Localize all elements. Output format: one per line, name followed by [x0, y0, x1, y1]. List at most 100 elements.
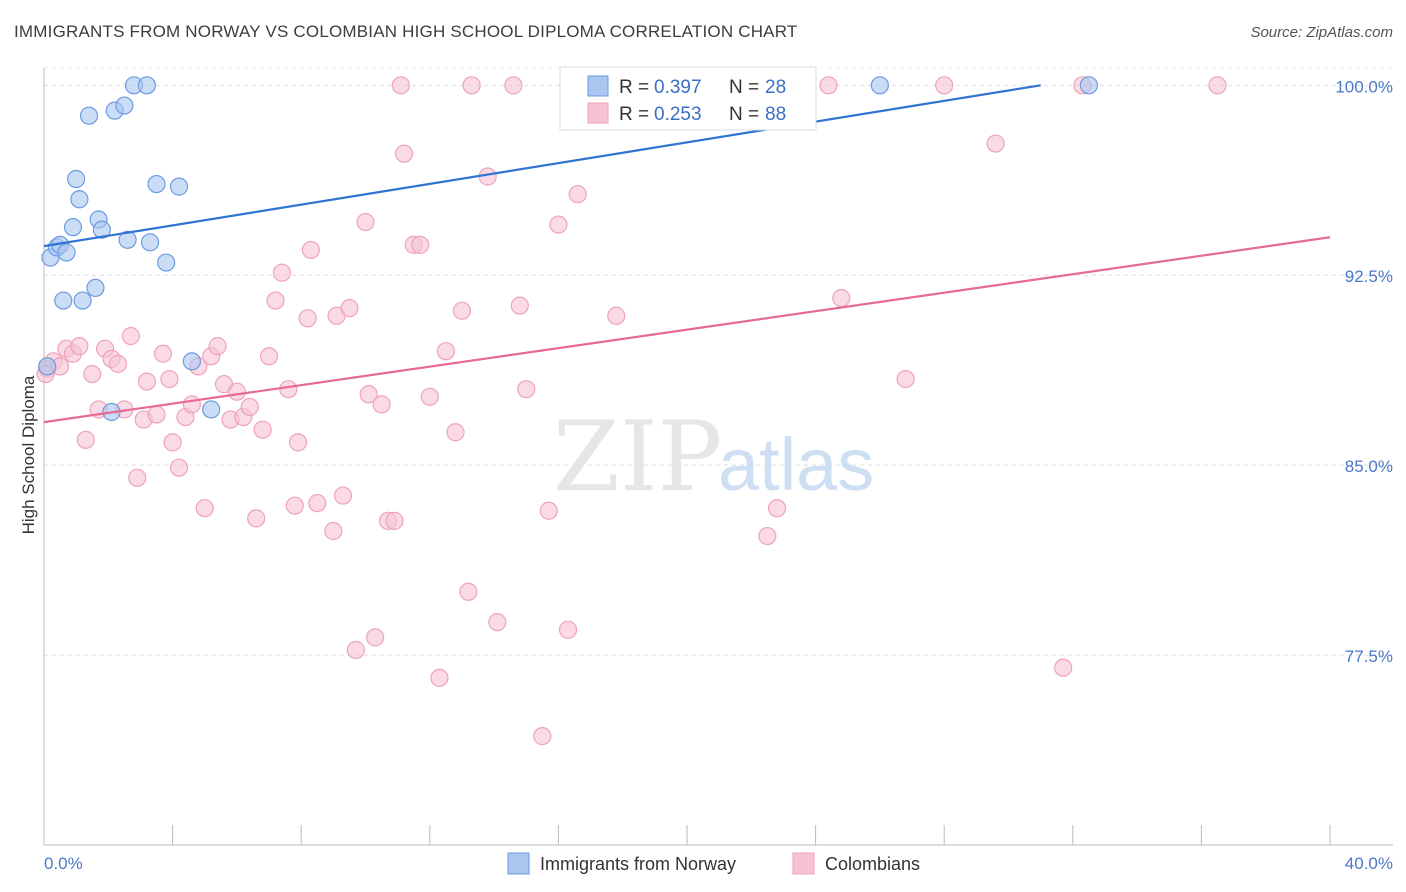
legend-r-value-norway: 0.397	[654, 77, 702, 98]
colombian-point	[819, 76, 838, 95]
colombian-point	[366, 628, 385, 647]
norway-point	[137, 76, 156, 95]
colombian-point	[108, 354, 128, 373]
norway-point	[140, 233, 160, 252]
norway-point	[118, 230, 137, 249]
colombian-point	[153, 344, 173, 363]
legend-swatch-norway	[587, 75, 609, 97]
colombian-point	[285, 496, 304, 515]
legend-swatch-colombian	[587, 102, 609, 124]
colombian-point	[169, 458, 189, 477]
source-credit: Source: ZipAtlas.com	[1250, 24, 1393, 41]
legend-r-value-colombian: 0.253	[654, 104, 702, 125]
norway-point	[157, 253, 176, 272]
colombian-point	[346, 640, 365, 660]
colombian-point	[758, 526, 777, 546]
colombian-point	[298, 309, 317, 328]
legend-n-value-colombian: 88	[765, 104, 786, 125]
norway-trend-line	[43, 84, 1041, 248]
colombian-point	[208, 337, 227, 356]
bottom-legend-swatch-colombian	[792, 852, 815, 875]
norway-point	[202, 400, 221, 419]
colombian-point	[333, 486, 353, 505]
x-tick-label-max: 40.0%	[1345, 854, 1393, 873]
y-axis-label: High School Diploma	[19, 375, 38, 534]
colombian-point	[121, 326, 140, 346]
colombian-point	[411, 235, 430, 254]
colombian-point	[767, 499, 787, 518]
legend-n-value-norway: 28	[765, 77, 786, 98]
legend-n-label-colombian: N =	[729, 104, 759, 125]
bottom-legend-swatch-norway	[507, 852, 530, 875]
norway-point	[70, 190, 89, 209]
bottom-legend-colombian: Colombians	[825, 854, 920, 874]
y-tick-label: 100.0%	[1335, 77, 1393, 96]
colombian-point	[533, 727, 552, 746]
legend-r-label-colombian: R =	[619, 104, 649, 125]
axis-layer: 77.5% 85.0% 92.5% 100.0%	[43, 68, 1393, 846]
colombian-point	[558, 620, 578, 639]
colombian-trend-line	[43, 236, 1331, 424]
trend-layer	[43, 84, 1331, 424]
colombian-point	[986, 134, 1005, 153]
chart-title: IMMIGRANTS FROM NORWAY VS COLOMBIAN HIGH…	[14, 22, 798, 41]
y-tick-label: 85.0%	[1345, 457, 1393, 476]
norway-point	[169, 177, 189, 196]
colombian-point	[539, 501, 558, 520]
norway-point	[92, 220, 111, 239]
colombian-point	[896, 369, 915, 389]
colombian-points	[36, 76, 1227, 746]
correlation-legend: R = 0.397 N = 28 R = 0.253 N = 88	[559, 66, 817, 131]
colombian-point	[446, 423, 465, 442]
colombian-point	[568, 185, 587, 204]
colombian-point	[76, 430, 95, 449]
colombian-point	[504, 76, 523, 95]
colombian-point	[324, 521, 343, 541]
colombian-point	[1054, 658, 1073, 677]
norway-point	[67, 169, 86, 189]
watermark-atlas: atlas	[718, 423, 874, 506]
colombian-point	[288, 433, 308, 452]
norway-point	[870, 76, 890, 95]
norway-point	[1079, 76, 1098, 95]
norway-point	[63, 218, 83, 237]
colombian-point	[340, 299, 359, 318]
grid-layer	[44, 66, 1393, 656]
colombian-point	[459, 582, 478, 601]
norway-point	[86, 278, 105, 298]
colombian-point	[462, 76, 481, 95]
colombian-point	[935, 76, 954, 95]
colombian-point	[452, 301, 472, 320]
colombian-point	[128, 468, 147, 487]
colombian-point	[301, 240, 320, 260]
colombian-point	[832, 288, 851, 308]
colombian-point	[607, 306, 626, 325]
colombian-point	[272, 263, 292, 282]
norway-point	[54, 291, 73, 310]
colombian-point	[147, 405, 166, 424]
norway-points	[38, 76, 1098, 422]
colombian-point	[1208, 76, 1227, 95]
colombian-point	[436, 342, 455, 361]
colombian-point	[240, 397, 259, 417]
colombian-point	[182, 395, 201, 414]
colombian-point	[259, 347, 279, 366]
colombian-point	[420, 387, 439, 406]
colombian-point	[83, 364, 102, 384]
colombian-point	[247, 509, 266, 528]
legend-n-label-norway: N =	[729, 77, 759, 98]
colombian-point	[359, 385, 378, 404]
bottom-legend-norway: Immigrants from Norway	[540, 854, 736, 874]
y-tick-label: 92.5%	[1345, 267, 1393, 286]
x-tick-label-min: 0.0%	[44, 854, 83, 873]
colombian-point	[394, 144, 414, 163]
colombian-point	[510, 296, 529, 315]
colombian-point	[372, 395, 391, 414]
colombian-point	[517, 380, 536, 399]
colombian-point	[391, 76, 410, 95]
colombian-point	[266, 291, 285, 310]
watermark: ZIP atlas	[553, 401, 874, 513]
colombian-point	[227, 382, 246, 401]
colombian-point	[70, 337, 89, 356]
colombian-point	[308, 494, 327, 513]
